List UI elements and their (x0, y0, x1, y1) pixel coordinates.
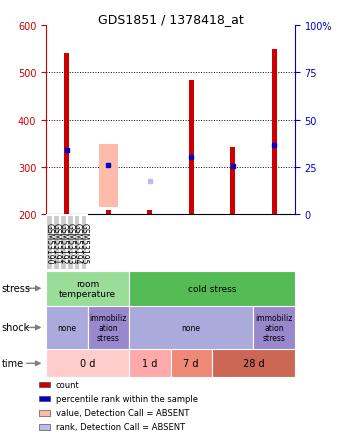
Bar (272, 49, 277, 215)
Text: none: none (57, 323, 76, 332)
Bar (81, 215, 87, 271)
Text: GSM53190: GSM53190 (45, 222, 54, 264)
Text: immobiliz
ation
stress: immobiliz ation stress (90, 313, 127, 342)
Text: room
temperature: room temperature (59, 279, 116, 298)
Bar (46, 271, 129, 306)
Bar (147, 210, 152, 215)
Bar (99, 145, 118, 208)
Bar (106, 210, 111, 215)
Text: 7 d: 7 d (183, 358, 199, 368)
Bar (88, 306, 129, 349)
Text: GDS1851 / 1378418_at: GDS1851 / 1378418_at (98, 13, 243, 26)
Bar (53, 215, 60, 271)
Text: GSM53192: GSM53192 (59, 222, 68, 264)
Bar (230, 148, 235, 215)
Text: GSM53194: GSM53194 (73, 222, 81, 264)
Text: percentile rank within the sample: percentile rank within the sample (56, 394, 198, 403)
Text: count: count (56, 380, 79, 389)
Text: 28 d: 28 d (243, 358, 264, 368)
Bar (39, 410, 49, 416)
Text: cold stress: cold stress (188, 284, 236, 293)
Text: immobiliz
ation
stress: immobiliz ation stress (255, 313, 293, 342)
Text: GSM53193: GSM53193 (66, 222, 75, 264)
Text: 0 d: 0 d (80, 358, 95, 368)
Bar (39, 382, 49, 388)
Bar (39, 424, 49, 430)
Bar (46, 215, 53, 271)
Bar (64, 54, 69, 215)
Bar (60, 215, 66, 271)
Text: time: time (2, 358, 24, 368)
Text: stress: stress (2, 284, 31, 293)
Text: 1 d: 1 d (142, 358, 158, 368)
Bar (46, 349, 129, 378)
Bar (253, 306, 295, 349)
Bar (129, 306, 253, 349)
Bar (74, 215, 80, 271)
Bar (129, 349, 170, 378)
Text: none: none (182, 323, 201, 332)
Text: value, Detection Call = ABSENT: value, Detection Call = ABSENT (56, 408, 189, 418)
Text: GSM53191: GSM53191 (52, 222, 61, 264)
Text: rank, Detection Call = ABSENT: rank, Detection Call = ABSENT (56, 422, 185, 431)
Bar (212, 349, 295, 378)
Bar (67, 215, 74, 271)
Bar (170, 349, 212, 378)
Bar (46, 306, 88, 349)
Bar (129, 271, 295, 306)
Text: shock: shock (2, 323, 30, 332)
Bar (189, 80, 194, 215)
Text: GSM53195: GSM53195 (79, 222, 89, 264)
Bar (39, 396, 49, 401)
